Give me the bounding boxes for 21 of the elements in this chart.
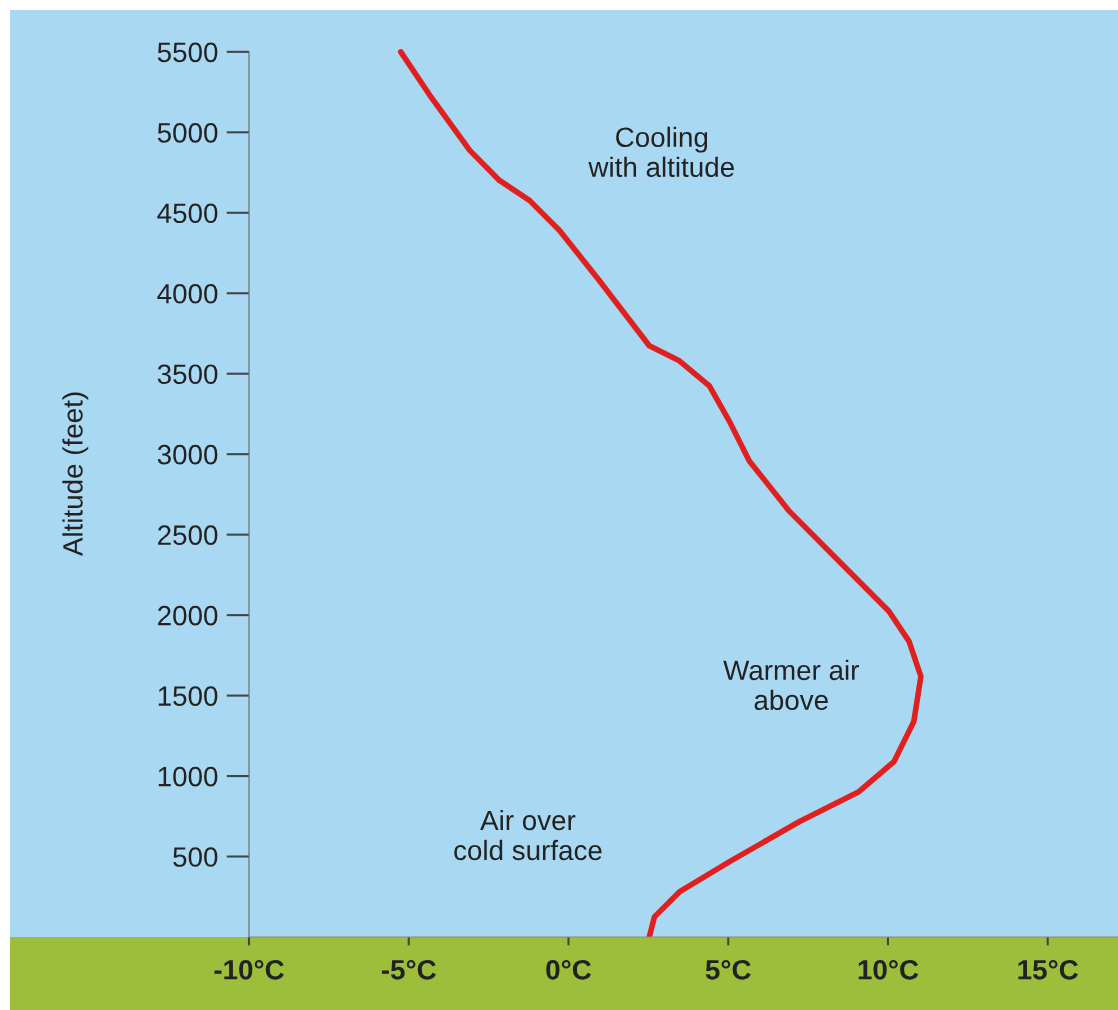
annotation: Air over cold surface — [454, 809, 602, 861]
annotation: Warmer air above — [723, 659, 859, 711]
y-tick-label: 5500 — [157, 42, 218, 63]
y-tick-label: 500 — [173, 847, 218, 867]
y-tick-label: 5000 — [157, 122, 218, 143]
y-tick-label: 4000 — [157, 283, 218, 304]
x-tick-label: 0°C — [546, 959, 592, 980]
y-axis-title: Altitude (feet) — [62, 392, 89, 557]
annotation: Cooling with altitude — [588, 126, 734, 178]
x-tick-label: -10°C — [214, 959, 284, 980]
y-tick-label: 3000 — [157, 444, 218, 465]
x-tick-label: -5°C — [381, 959, 436, 980]
y-tick-label: 1000 — [158, 766, 218, 787]
y-tick-label: 2500 — [158, 525, 218, 545]
y-tick-label: 4500 — [157, 203, 218, 224]
y-tick-label: 3500 — [157, 364, 218, 385]
y-tick-label: 2000 — [158, 605, 218, 626]
y-tick-label: 1500 — [158, 686, 218, 706]
x-tick-label: 5°C — [705, 959, 751, 980]
x-tick-label: 10°C — [858, 959, 919, 980]
x-tick-label: 15°C — [1018, 959, 1078, 980]
